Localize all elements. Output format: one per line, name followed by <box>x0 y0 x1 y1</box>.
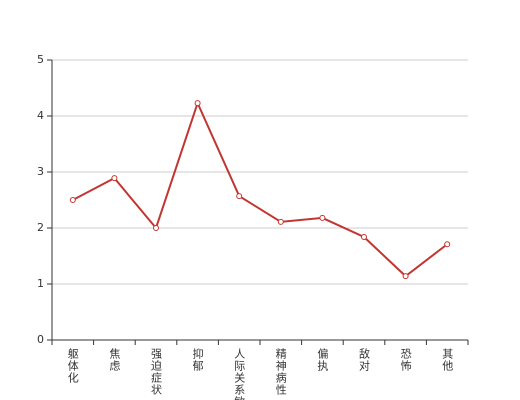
point <box>361 233 367 240</box>
y-tick-label: 2 <box>37 221 44 234</box>
x-tick-label: 抑郁 <box>191 347 204 372</box>
point <box>194 100 201 107</box>
x-tick-label: 偏执 <box>316 347 329 372</box>
y-tick-label: 1 <box>37 277 44 290</box>
point <box>69 197 76 203</box>
point <box>236 193 243 200</box>
x-tick-label: 人际关系敏感 <box>233 348 246 400</box>
x-tick-label: 强迫症状 <box>150 348 163 396</box>
point <box>153 225 159 231</box>
point <box>402 273 409 280</box>
x-tick-label: 恐怖 <box>399 348 412 372</box>
point <box>319 214 326 221</box>
point <box>111 175 118 182</box>
x-tick-label: 精神病性 <box>274 348 287 396</box>
x-tick-label: 焦虑 <box>108 348 121 372</box>
y-tick-label: 0 <box>37 333 44 346</box>
y-tick-label: 5 <box>37 53 44 66</box>
line <box>72 100 448 278</box>
y-tick-label: 3 <box>37 165 44 178</box>
point <box>277 218 284 225</box>
x-tick-label: 躯体化 <box>66 348 79 384</box>
y-tick-label: 4 <box>37 109 44 122</box>
point <box>444 241 451 248</box>
x-tick-label: 敌对 <box>358 347 371 372</box>
x-tick-label: 其他 <box>441 348 454 372</box>
